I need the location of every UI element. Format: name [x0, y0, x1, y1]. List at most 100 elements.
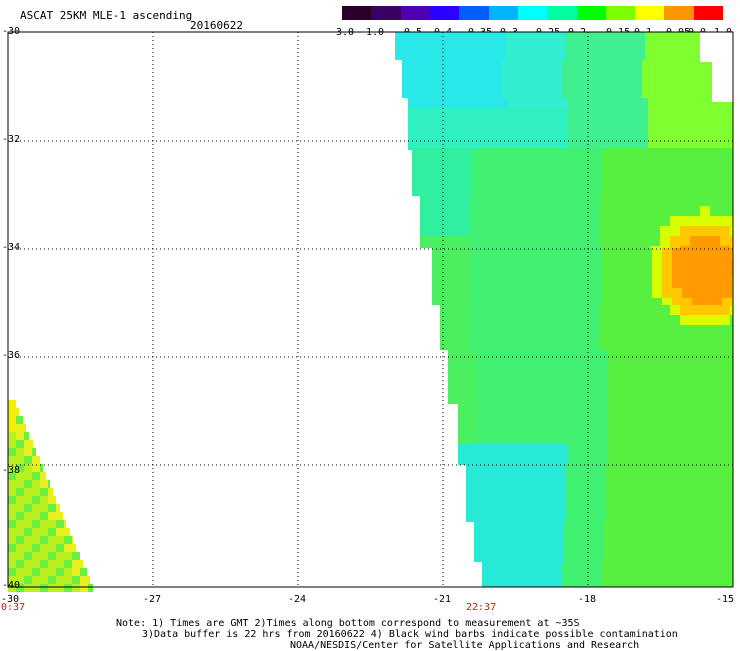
swath-cell: [566, 495, 576, 505]
swath-cell: [452, 70, 462, 80]
swath-cell: [682, 562, 692, 572]
swath-cell: [580, 196, 590, 206]
swath-cell: [596, 515, 606, 522]
swath-cell: [532, 150, 542, 160]
swath-cell: [608, 360, 618, 370]
swath-cell: [595, 32, 605, 42]
swath-cell: [478, 148, 488, 150]
swath-cell: [580, 246, 590, 248]
swath-cell: [502, 70, 512, 80]
swath-cell: [632, 60, 642, 70]
swath-cell: [658, 414, 668, 424]
swath-cell: [538, 118, 548, 128]
swath-cell: [662, 248, 672, 258]
swath-cell: [462, 160, 472, 170]
swath-cell: [415, 32, 425, 42]
swath-cell: [588, 360, 598, 370]
swath-cell: [636, 465, 646, 475]
swath-cell: [600, 325, 610, 335]
swath-cell: [518, 414, 528, 424]
swath-cell: [618, 380, 628, 390]
swath-cell: [466, 485, 476, 495]
swath-cell: [610, 226, 620, 236]
swath-cell: [566, 475, 576, 485]
swath-cell: [532, 582, 542, 587]
swath-cell: [632, 70, 642, 80]
swath-cell: [722, 562, 732, 572]
swath-cell: [32, 440, 33, 448]
swath-cell: [508, 444, 518, 454]
swath-cell: [432, 90, 442, 98]
swath-cell: [682, 80, 692, 90]
swath-cell: [490, 345, 500, 350]
swath-cell: [502, 258, 512, 268]
swath-cell: [460, 216, 470, 226]
swath-cell: [24, 480, 32, 488]
swath-cell: [432, 268, 442, 278]
swath-cell: [592, 180, 602, 190]
swath-cell: [16, 536, 24, 544]
swath-cell: [680, 236, 690, 246]
swath-cell: [428, 148, 438, 150]
swath-cell: [492, 180, 502, 190]
swath-cell: [718, 138, 728, 148]
swath-cell: [442, 150, 452, 160]
swath-cell: [592, 268, 602, 278]
swath-cell: [602, 80, 612, 90]
swath-cell: [558, 98, 568, 108]
swath-cell: [562, 170, 572, 180]
swath-cell: [728, 138, 733, 148]
swath-cell: [422, 80, 432, 90]
swath-cell: [678, 98, 688, 108]
swath-cell: [80, 576, 88, 584]
swath-cell: [682, 190, 692, 196]
swath-cell: [548, 380, 558, 390]
swath-cell: [590, 305, 600, 315]
swath-cell: [648, 380, 658, 390]
swath-cell: [512, 562, 522, 572]
swath-cell: [616, 515, 626, 522]
swath-cell: [448, 108, 458, 118]
swath-cell: [502, 562, 512, 572]
swath-cell: [572, 572, 582, 582]
swath-cell: [686, 485, 696, 495]
swath-cell: [558, 108, 568, 118]
swath-cell: [482, 248, 492, 258]
swath-cell: [442, 180, 452, 190]
swath-cell: [445, 42, 455, 52]
swath-cell: [698, 108, 708, 118]
swath-cell: [554, 542, 564, 552]
swath-cell: [728, 148, 733, 150]
swath-cell: [402, 60, 412, 70]
swath-cell: [698, 454, 708, 464]
swath-cell: [518, 370, 528, 380]
swath-cell: [502, 170, 512, 180]
swath-cell: [646, 515, 656, 522]
swath-cell: [600, 236, 610, 246]
swath-cell: [468, 98, 478, 108]
swath-cell: [530, 315, 540, 325]
swath-cell: [638, 370, 648, 380]
swath-cell: [562, 90, 572, 98]
swath-cell: [666, 505, 676, 515]
swath-cell: [720, 236, 730, 246]
swath-cell: [576, 485, 586, 495]
swath-cell: [602, 278, 612, 288]
swath-cell: [546, 515, 556, 522]
swath-cell: [462, 180, 472, 190]
swath-cell: [470, 196, 480, 206]
swath-cell: [620, 196, 630, 206]
swath-cell: [16, 576, 24, 584]
swath-cell: [702, 562, 712, 572]
swath-cell: [662, 278, 672, 288]
swath-cell: [502, 298, 512, 305]
swath-cell: [540, 335, 550, 345]
swath-cell: [466, 475, 476, 485]
swath-cell: [552, 60, 562, 70]
swath-cell: [548, 350, 558, 360]
swath-cell: [480, 335, 490, 345]
swath-cell: [638, 128, 648, 138]
swath-cell: [618, 128, 628, 138]
swath-cell: [688, 138, 698, 148]
